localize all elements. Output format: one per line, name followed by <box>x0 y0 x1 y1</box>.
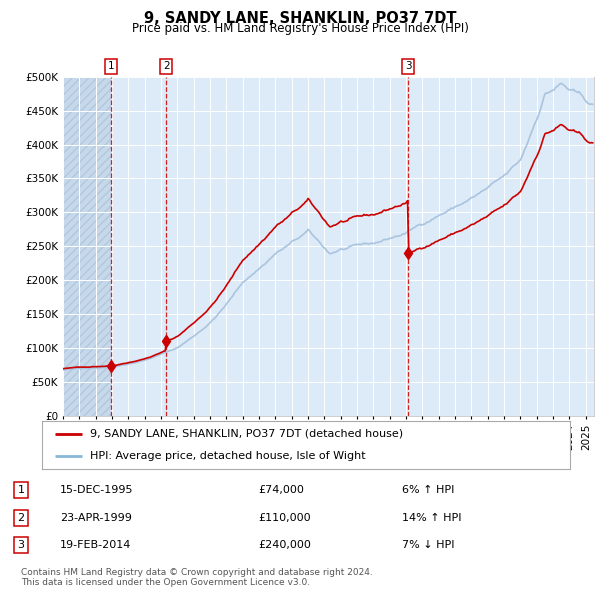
Text: 1: 1 <box>108 61 115 71</box>
Text: 1: 1 <box>17 486 25 495</box>
Text: 14% ↑ HPI: 14% ↑ HPI <box>402 513 461 523</box>
Text: £240,000: £240,000 <box>258 540 311 550</box>
Text: 23-APR-1999: 23-APR-1999 <box>60 513 132 523</box>
Bar <box>63 77 112 416</box>
Text: £110,000: £110,000 <box>258 513 311 523</box>
Text: 3: 3 <box>17 540 25 550</box>
Text: 9, SANDY LANE, SHANKLIN, PO37 7DT (detached house): 9, SANDY LANE, SHANKLIN, PO37 7DT (detac… <box>89 429 403 439</box>
Text: 19-FEB-2014: 19-FEB-2014 <box>60 540 131 550</box>
Text: 2: 2 <box>17 513 25 523</box>
Text: HPI: Average price, detached house, Isle of Wight: HPI: Average price, detached house, Isle… <box>89 451 365 461</box>
Text: 15-DEC-1995: 15-DEC-1995 <box>60 486 133 495</box>
Text: 7% ↓ HPI: 7% ↓ HPI <box>402 540 455 550</box>
Text: 6% ↑ HPI: 6% ↑ HPI <box>402 486 454 495</box>
Text: Contains HM Land Registry data © Crown copyright and database right 2024.
This d: Contains HM Land Registry data © Crown c… <box>21 568 373 587</box>
Text: £74,000: £74,000 <box>258 486 304 495</box>
Text: 2: 2 <box>163 61 169 71</box>
Text: Price paid vs. HM Land Registry's House Price Index (HPI): Price paid vs. HM Land Registry's House … <box>131 22 469 35</box>
Text: 3: 3 <box>405 61 412 71</box>
Text: 9, SANDY LANE, SHANKLIN, PO37 7DT: 9, SANDY LANE, SHANKLIN, PO37 7DT <box>144 11 456 25</box>
